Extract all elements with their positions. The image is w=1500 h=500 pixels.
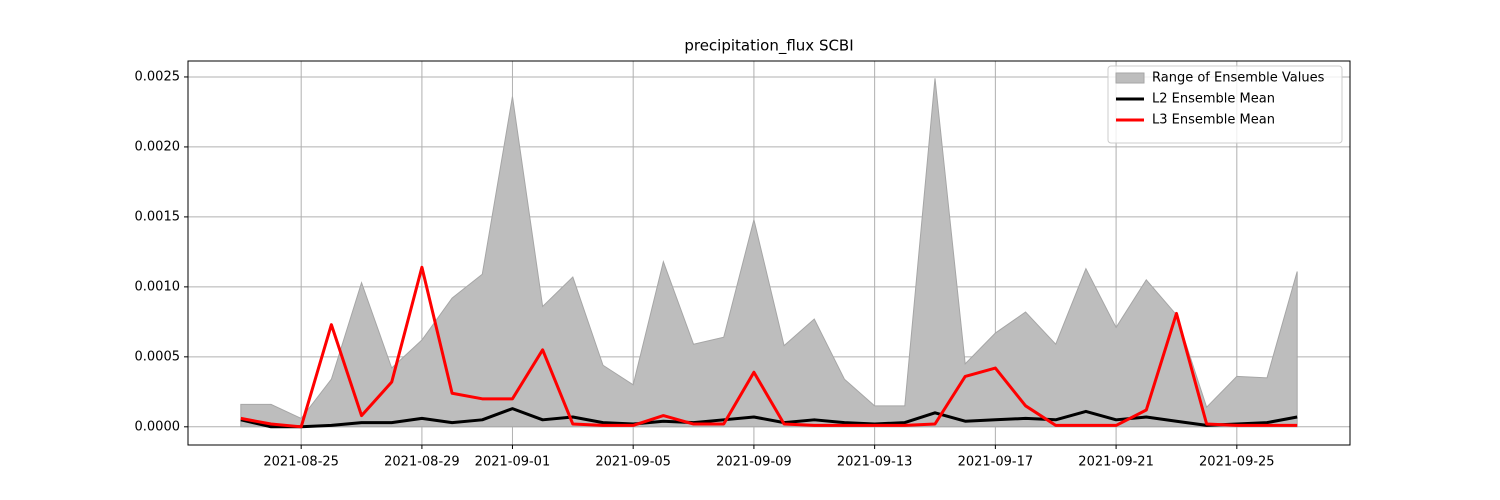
chart-title: precipitation_flux SCBI xyxy=(684,37,853,56)
x-tick-label: 2021-09-21 xyxy=(1078,455,1154,470)
series-line xyxy=(240,265,1298,429)
plot-frame xyxy=(187,60,1351,446)
x-tick-label: 2021-08-25 xyxy=(263,455,339,470)
legend-box xyxy=(1107,65,1343,144)
legend-label: Range of Ensemble Values xyxy=(1152,71,1325,86)
x-tick-label: 2021-09-01 xyxy=(475,455,551,470)
series-line xyxy=(240,407,1298,429)
x-tick-label: 2021-09-13 xyxy=(837,455,913,470)
x-tick-label: 2021-08-29 xyxy=(384,455,460,470)
legend-label: L3 Ensemble Mean xyxy=(1152,113,1275,128)
y-tick-label: 0.0000 xyxy=(135,419,181,434)
y-tick-label: 0.0015 xyxy=(135,209,181,224)
x-tick-label: 2021-09-09 xyxy=(716,455,792,470)
legend-label: L2 Ensemble Mean xyxy=(1152,92,1275,107)
y-tick-label: 0.0025 xyxy=(135,69,181,84)
y-tick-label: 0.0020 xyxy=(135,139,181,154)
x-tick-label: 2021-09-25 xyxy=(1199,455,1275,470)
y-tick-label: 0.0010 xyxy=(135,279,181,294)
y-tick-label: 0.0005 xyxy=(135,349,181,364)
x-tick-label: 2021-09-17 xyxy=(958,455,1034,470)
x-tick-label: 2021-09-05 xyxy=(595,455,671,470)
legend-swatch xyxy=(1115,72,1145,84)
